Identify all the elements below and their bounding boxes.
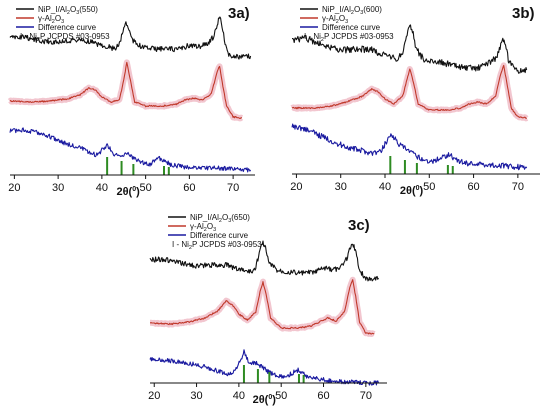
legend-entry: γ-Al2O3 bbox=[38, 14, 64, 25]
panel-label: 3c) bbox=[348, 217, 370, 234]
series-line-sample bbox=[149, 240, 379, 282]
series-line-difference bbox=[9, 127, 252, 173]
x-tick-label: 60 bbox=[183, 182, 195, 194]
legend-entry: NiP_I/Al2O3(600) bbox=[322, 5, 382, 16]
series-line-sample bbox=[292, 24, 528, 74]
legend-entry: NiP_I/Al2O3(550) bbox=[38, 5, 98, 16]
x-axis-label: 2θ(0) bbox=[116, 186, 140, 198]
x-axis-label: 2θ(0) bbox=[253, 394, 277, 406]
panel-label: 3b) bbox=[512, 5, 535, 22]
series-line-difference bbox=[149, 349, 380, 386]
x-tick-label: 30 bbox=[335, 181, 347, 193]
x-tick-label: 20 bbox=[8, 182, 20, 194]
legend-entry: Difference curve bbox=[190, 231, 249, 240]
x-tick-label: 50 bbox=[275, 390, 287, 402]
series-line-sample bbox=[9, 16, 252, 60]
chart-panel-3: 20 30 40 50 60 70 2θ(0) 3c) NiP_I/Al2O3(650)γ-Al… bbox=[147, 213, 387, 406]
series-line-gamma-alumina bbox=[9, 61, 243, 119]
legend-entry: γ-Al2O3 bbox=[322, 14, 348, 25]
series-band-gamma-alumina bbox=[289, 62, 529, 122]
series-line-gamma-alumina bbox=[291, 64, 527, 119]
x-tick-label: 50 bbox=[140, 182, 152, 194]
x-tick-label: 30 bbox=[52, 182, 64, 194]
x-tick-label: 70 bbox=[227, 182, 239, 194]
x-tick-label: 30 bbox=[190, 390, 202, 402]
x-tick-label: 70 bbox=[360, 390, 372, 402]
legend-entry: Difference curve bbox=[322, 23, 381, 32]
x-tick-label: 60 bbox=[467, 181, 479, 193]
legend-entry: NiP_I/Al2O3(650) bbox=[190, 213, 250, 224]
x-tick-label: 40 bbox=[96, 182, 108, 194]
x-tick-label: 50 bbox=[423, 181, 435, 193]
x-tick-label: 40 bbox=[233, 390, 245, 402]
x-tick-label: 20 bbox=[290, 181, 302, 193]
x-tick-label: 60 bbox=[317, 390, 329, 402]
panel-label: 3a) bbox=[228, 5, 250, 22]
x-tick-label: 70 bbox=[512, 181, 524, 193]
series-line-difference bbox=[291, 123, 528, 171]
legend-entry: I - Ni2P JCPDS #03-0953 bbox=[20, 32, 110, 43]
legend-entry: I - Ni2P JCPDS #03-0953 bbox=[172, 240, 262, 251]
series-band-gamma-alumina bbox=[147, 276, 377, 337]
chart-panel-2: 20 30 40 50 60 70 2θ(0) 3b) NiP_I/Al2O3(600)γ-Al… bbox=[289, 5, 540, 197]
legend-entry: Difference curve bbox=[38, 23, 97, 32]
x-axis-label: 2θ(0) bbox=[400, 185, 424, 197]
legend-entry: γ-Al2O3 bbox=[190, 222, 216, 233]
legend-entry: I - Ni2P JCPDS #03-0953 bbox=[304, 32, 394, 43]
x-tick-label: 20 bbox=[148, 390, 160, 402]
x-tick-label: 40 bbox=[379, 181, 391, 193]
series-line-gamma-alumina bbox=[150, 279, 375, 335]
chart-panel-1: 20 30 40 50 60 70 2θ(0) 3a) NiP_I/Al2O3(550)γ-Al… bbox=[7, 5, 255, 198]
